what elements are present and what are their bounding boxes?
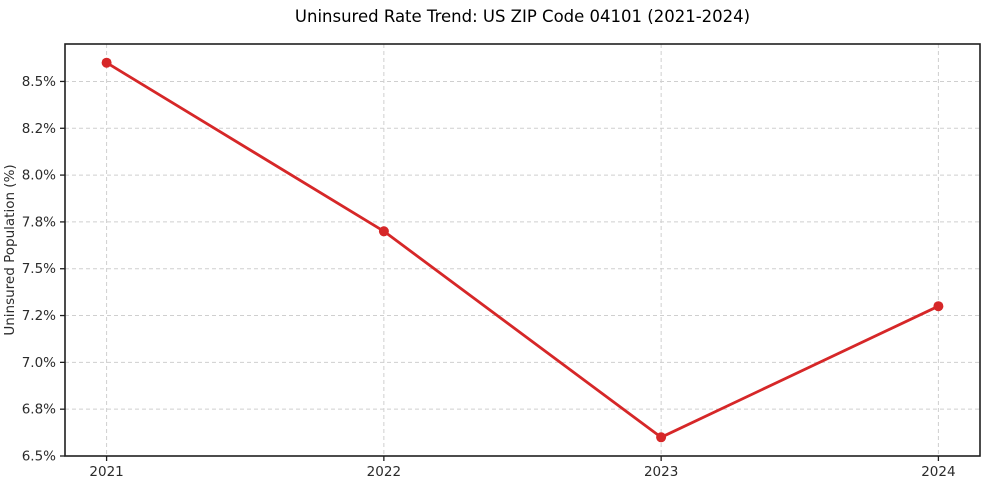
x-tick-label: 2021: [89, 464, 123, 480]
x-tick-label: 2022: [367, 464, 401, 480]
chart-title: Uninsured Rate Trend: US ZIP Code 04101 …: [294, 7, 751, 26]
axes-spines: [64, 43, 981, 457]
y-tick-label: 7.5%: [22, 261, 56, 277]
data-point-2024: [933, 301, 944, 312]
y-axis-label: Uninsured Population (%): [2, 164, 18, 335]
y-tick-label: 8.2%: [22, 121, 56, 137]
y-tick-label: 8.5%: [22, 74, 56, 90]
data-point-2021: [101, 57, 112, 68]
trend-line: [105, 61, 940, 439]
y-tick-label: 8.0%: [22, 168, 56, 184]
data-point-2022: [378, 226, 389, 237]
y-tick-label: 6.5%: [22, 449, 56, 465]
y-tick-label: 7.0%: [22, 355, 56, 371]
x-tick-label: 2023: [644, 464, 678, 480]
y-tick-label: 6.8%: [22, 402, 56, 418]
data-point-2023: [656, 432, 667, 443]
x-tick-label: 2024: [921, 464, 955, 480]
y-tick-label: 7.8%: [22, 214, 56, 230]
y-tick-label: 7.2%: [22, 308, 56, 324]
